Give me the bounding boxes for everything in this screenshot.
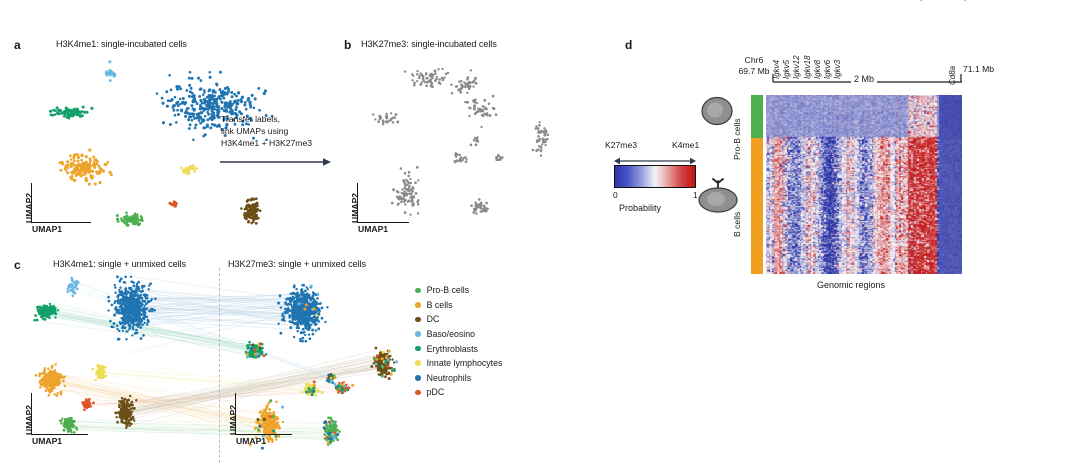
- legend-label: Pro-B cells: [426, 285, 470, 296]
- panel-d-end-coord: 71.1 Mb: [963, 64, 995, 74]
- panel-c-left-ylabel: UMAP2: [24, 404, 34, 435]
- cluster-erythroblasts: [48, 105, 94, 120]
- panel-b-yaxis: [357, 183, 359, 223]
- left-cluster-baso-eosino: [66, 276, 80, 298]
- transfer-label-line1: Transfer labels,: [221, 114, 280, 124]
- panel-a-letter: a: [14, 38, 21, 52]
- legend-dot-icon: [415, 287, 421, 294]
- cluster-pdc: [168, 200, 178, 208]
- legend-label: DC: [426, 314, 440, 325]
- panel-a-ylabel: UMAP2: [24, 192, 34, 223]
- panel-b-xlabel: UMAP1: [358, 224, 389, 234]
- row-group-label-b-cells: B cells: [732, 211, 742, 237]
- row-group-color-pro-b-cells: [751, 95, 763, 138]
- left-cluster-erythroblasts: [33, 302, 60, 322]
- legend-dot-icon: [415, 302, 421, 308]
- panel-b-letter: b: [344, 38, 352, 52]
- panel-d-chr-start: Chr6 69.7 Mb: [734, 55, 774, 77]
- transfer-label-line3: H3K4me1 + H3K27me3: [221, 138, 313, 148]
- legend-item-pdc: pDC: [415, 385, 502, 400]
- left-cluster-pdc: [81, 397, 95, 412]
- probability-colorbar: [614, 165, 696, 188]
- corner-arc-decoration: [920, 0, 966, 4]
- legend-item-b-cells: B cells: [415, 298, 502, 313]
- panel-c-linked-scatter: [33, 275, 399, 450]
- cluster-innate-lymphocytes: [180, 164, 199, 176]
- transfer-arrow-icon: [220, 155, 332, 167]
- colorbar-right-label: K4me1: [672, 140, 700, 150]
- panel-b-scatter: [372, 67, 550, 216]
- cluster-dc: [240, 197, 262, 225]
- panel-c-right-ylabel: UMAP2: [228, 404, 238, 435]
- legend-dot-icon: [415, 316, 421, 323]
- legend-label: B cells: [426, 299, 453, 310]
- cluster-b-cells: [58, 148, 113, 186]
- legend-dot-icon: [415, 331, 421, 337]
- legend-dot-icon: [415, 345, 421, 352]
- right-cluster-neutrophils: [277, 283, 329, 343]
- colorbar-left-label: K27me3: [605, 140, 638, 150]
- panel-c-letter: c: [14, 258, 21, 272]
- panel-a-scatter: [48, 60, 274, 227]
- panel-c-right-xlabel: UMAP1: [236, 436, 267, 446]
- left-cluster-neutrophils: [107, 275, 157, 341]
- panel-b-ylabel: UMAP2: [350, 192, 360, 223]
- transfer-label-line2: link UMAPs using: [221, 126, 289, 136]
- legend-item-erythroblasts: Erythroblasts: [415, 341, 502, 356]
- panel-d-start-coord: 69.7 Mb: [738, 66, 770, 76]
- panel-d-letter: d: [625, 38, 633, 52]
- colorbar-max-tick: 1: [693, 190, 698, 200]
- panel-d-xaxis-caption: Genomic regions: [817, 280, 886, 290]
- row-group-color-b-cells: [751, 138, 763, 274]
- umap-link-lines: [33, 276, 391, 444]
- b-cell-icon: [696, 178, 740, 214]
- panel-d-span-label: 2 Mb: [851, 74, 878, 84]
- panel-b-title: H3K27me3: single-incubated cells: [361, 39, 497, 49]
- panel-c-left-yaxis: [31, 393, 33, 435]
- cluster-baso-eosino: [104, 60, 117, 82]
- legend-dot-icon: [415, 360, 421, 367]
- legend-item-dc: DC: [415, 312, 502, 327]
- panel-d-chromosome: Chr6: [744, 55, 764, 65]
- legend-item-innate-lymphocytes: Innate lymphocytes: [415, 356, 502, 371]
- panel-a-title: H3K4me1: single-incubated cells: [56, 39, 187, 49]
- legend-item-neutrophils: Neutrophils: [415, 371, 502, 386]
- left-cluster-dc: [114, 394, 138, 430]
- colorbar-caption: Probability: [619, 203, 662, 213]
- colorbar-double-arrow-icon: [614, 153, 696, 165]
- colorbar-min-tick: 0: [613, 190, 618, 200]
- legend-label: Innate lymphocytes: [426, 358, 503, 369]
- legend-dot-icon: [415, 389, 421, 396]
- left-cluster-b-cells: [34, 363, 66, 397]
- panel-a-xaxis: [31, 222, 91, 224]
- panel-c-left-xlabel: UMAP1: [32, 436, 63, 446]
- legend-label: Erythroblasts: [426, 343, 478, 354]
- row-group-label-pro-b-cells: Pro-B cells: [732, 118, 742, 160]
- panel-b-xaxis: [357, 222, 409, 224]
- legend-item-baso-eosino: Baso/eosino: [415, 327, 502, 342]
- legend-dot-icon: [415, 375, 421, 381]
- panel-c-right-xaxis: [235, 434, 292, 436]
- panel-c-right-yaxis: [235, 393, 237, 435]
- genomic-heatmap: [766, 95, 962, 274]
- panel-c-left-title: H3K4me1: single + unmixed cells: [53, 259, 186, 269]
- right-mixed-cells: [245, 284, 399, 450]
- left-cluster-pro-b-cells: [58, 416, 79, 434]
- cluster-neutrophils: [155, 70, 274, 142]
- cluster-pro-b-cells: [115, 211, 144, 227]
- panel-b-points: [372, 67, 550, 216]
- left-cluster-innate-lymphocytes: [91, 363, 107, 382]
- legend-label: Neutrophils: [426, 372, 472, 383]
- legend-label: pDC: [426, 387, 445, 398]
- legend-label: Baso/eosino: [426, 329, 476, 340]
- panel-c-right-title: H3K27me3: single + unmixed cells: [228, 259, 367, 269]
- panel-c-divider: [219, 268, 220, 463]
- pro-b-cell-icon: [699, 95, 735, 127]
- legend-item-pro-b-cells: Pro-B cells: [415, 283, 502, 298]
- cell-type-legend: Pro-B cells B cells DC Baso/eosino Erythrobl…: [415, 283, 502, 400]
- panel-c-left-xaxis: [31, 434, 88, 436]
- panel-a-xlabel: UMAP1: [32, 224, 63, 234]
- panel-a-yaxis: [31, 183, 33, 223]
